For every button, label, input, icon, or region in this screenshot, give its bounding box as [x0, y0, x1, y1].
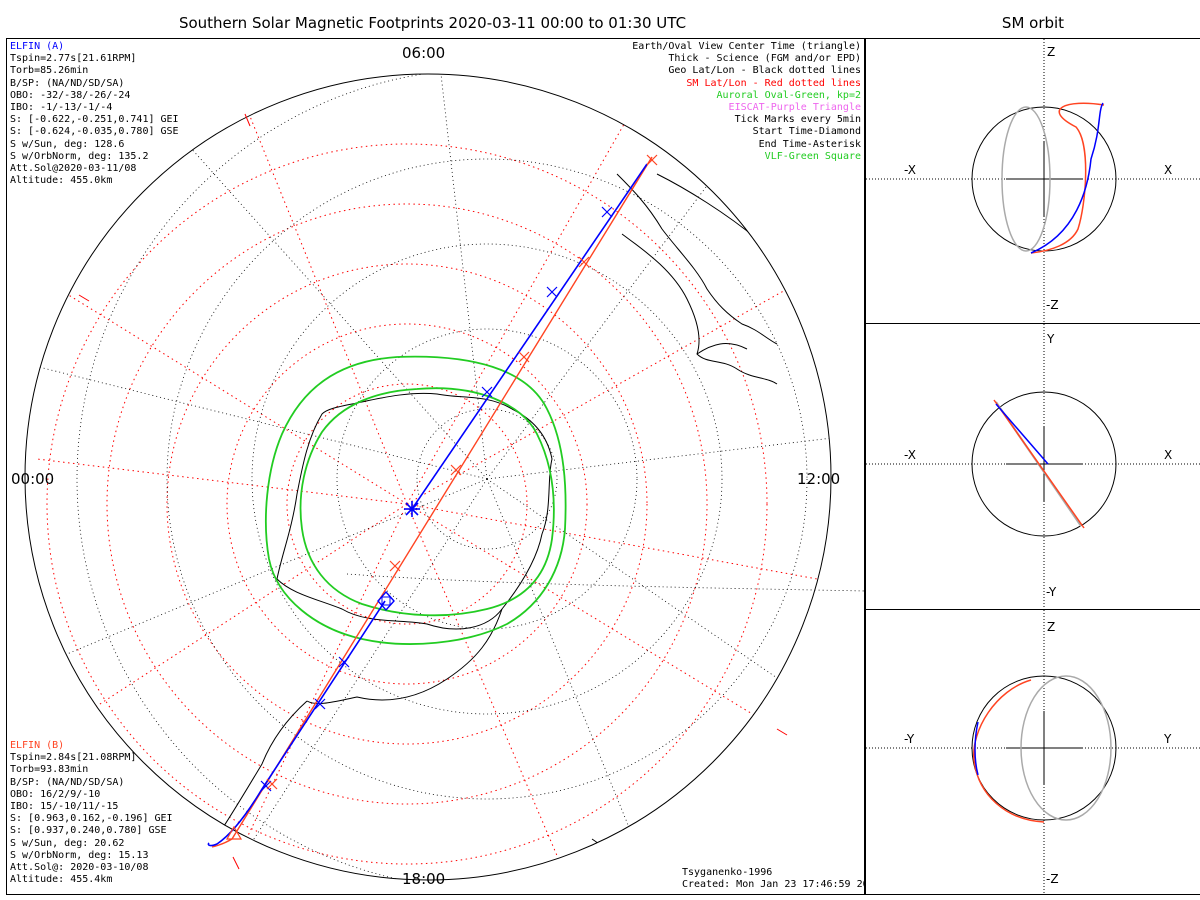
legend-item: Start Time-Diamond: [752, 126, 861, 138]
legend: Earth/Oval View Center Time (triangle) T…: [632, 41, 861, 163]
plot-title: Southern Solar Magnetic Footprints 2020-…: [178, 14, 687, 32]
elfin-a-line: IBO: -1/-13/-1/-4: [10, 102, 113, 114]
clock-label-right: 12:00: [797, 470, 841, 488]
orbit-xz-top-label: Z: [1047, 45, 1056, 59]
sm-ticks: [78, 113, 788, 870]
elfin-b-track: [211, 156, 653, 848]
created-timestamp: Created: Mon Jan 23 17:46:59 2023: [682, 879, 865, 891]
elfin-b-line: Torb=93.83min: [10, 764, 89, 776]
orbit-yz-right-label: Y: [1164, 732, 1172, 746]
map-canvas: [24, 73, 864, 881]
clock-label-left: 00:00: [11, 470, 55, 488]
elfin-a-line: OBO: -32/-38/-26/-24: [10, 89, 131, 101]
map-disk-border: [24, 73, 832, 881]
elfin-a-line: B/SP: (NA/ND/SD/SA): [10, 77, 125, 89]
orbit-yz-top-label: Z: [1047, 620, 1056, 634]
elfin-b-view-triangle: [225, 825, 243, 840]
elfin-a-line: S: [-0.622,-0.251,0.741] GEI: [10, 114, 179, 126]
elfin-a-info: ELFIN (A) Tspin=2.77s[21.61RPM] Torb=85.…: [10, 41, 179, 187]
orbit-xz-bottom-label: -Z: [1046, 298, 1059, 312]
elfin-b-tick-marks: [266, 154, 658, 790]
orbit-xz-right-label: X: [1164, 163, 1173, 177]
elfin-a-start-diamond: [377, 590, 395, 612]
orbit-yz-bottom-label: -Z: [1046, 872, 1059, 886]
clock-label-bottom: 18:00: [402, 870, 446, 888]
elfin-a-line: Att.Sol@2020-03-11/08: [10, 163, 137, 175]
legend-item: Thick - Science (FGM and/or EPD): [668, 53, 861, 65]
elfin-a-line: S w/OrbNorm, deg: 135.2: [10, 150, 149, 162]
sm-meridians: [36, 108, 818, 880]
auroral-oval-outer: [265, 355, 567, 645]
elfin-b-line: B/SP: (NA/ND/SD/SA): [10, 776, 125, 788]
orbit-panel-xy-canvas: [866, 324, 1200, 610]
elfin-b-line: OBO: 16/2/9/-10: [10, 788, 101, 800]
elfin-b-line: Tspin=2.84s[21.08RPM]: [10, 752, 137, 764]
elfin-a-line: Torb=85.26min: [10, 65, 89, 77]
elfin-a-line: S w/Sun, deg: 128.6: [10, 138, 125, 150]
legend-item: Auroral Oval-Green, kp=2: [716, 89, 862, 101]
orbit-panel-yz-canvas: [866, 610, 1200, 895]
elfin-b-line: S: [0.937,0.240,0.780] GSE: [10, 825, 167, 837]
orbit-xy-top-label: Y: [1047, 332, 1055, 346]
orbit-xy-right-label: X: [1164, 448, 1173, 462]
elfin-a-line: Altitude: 455.0km: [10, 175, 113, 187]
elfin-a-line: Tspin=2.77s[21.61RPM]: [10, 53, 137, 65]
elfin-a-name: ELFIN (A): [10, 41, 65, 52]
legend-item: VLF-Green Square: [764, 150, 861, 162]
model-name: Tsyganenko-1996: [682, 867, 773, 878]
elfin-b-line: S w/Sun, deg: 20.62: [10, 837, 125, 849]
elfin-b-line: Att.Sol@: 2020-03-10/08: [10, 862, 149, 874]
orbit-panel-xz-canvas: [866, 39, 1200, 325]
auroral-ovals: [265, 355, 567, 645]
auroral-oval-inner: [299, 387, 555, 617]
elfin-b-line: S w/OrbNorm, deg: 15.13: [10, 849, 149, 861]
geo-equator-line: [346, 573, 864, 592]
legend-item: Earth/Oval View Center Time (triangle): [632, 41, 861, 52]
elfin-a-start-square: [381, 596, 391, 606]
orbit-xy-bottom-label: -Y: [1046, 585, 1057, 599]
legend-item: SM Lat/Lon - Red dotted lines: [686, 77, 861, 89]
legend-item: End Time-Asterisk: [758, 138, 861, 150]
elfin-a-line: S: [-0.624,-0.035,0.780] GSE: [10, 126, 179, 138]
orbit-xz-left-label: -X: [904, 163, 916, 177]
legend-item: Tick Marks every 5min: [734, 114, 861, 126]
legend-item: EISCAT-Purple Triangle: [728, 102, 861, 114]
elfin-a-track: [207, 163, 648, 847]
orbit-title: SM orbit: [1001, 14, 1065, 32]
elfin-b-name: ELFIN (B): [10, 740, 65, 751]
elfin-b-line: Altitude: 455.4km: [10, 874, 113, 886]
orbit-xy-left-label: -X: [904, 448, 916, 462]
orbit-panel-yz: Z -Z -Y Y: [865, 610, 1200, 895]
sm-grid: [46, 143, 768, 865]
legend-item: Geo Lat/Lon - Black dotted lines: [668, 65, 861, 77]
elfin-b-info: ELFIN (B) Tspin=2.84s[21.08RPM] Torb=93.…: [10, 740, 173, 886]
credits: Tsyganenko-1996 Created: Mon Jan 23 17:4…: [682, 867, 865, 891]
orbit-yz-left-label: -Y: [904, 732, 915, 746]
elfin-b-line: IBO: 15/-10/11/-15: [10, 801, 119, 813]
orbit-panel-xz: Z -Z -X X: [865, 38, 1200, 325]
orbit-panel-xy: Y -Y -X X: [865, 324, 1200, 610]
elfin-b-line: S: [0.963,0.162,-0.196] GEI: [10, 813, 173, 825]
elfin-a-tick-marks: [260, 206, 613, 792]
clock-label-top: 06:00: [402, 44, 446, 62]
footprint-map: 06:00 00:00 12:00 18:00 ELFIN (A) Tspin=…: [6, 38, 865, 895]
elfin-a-end-asterisk: [404, 501, 420, 517]
